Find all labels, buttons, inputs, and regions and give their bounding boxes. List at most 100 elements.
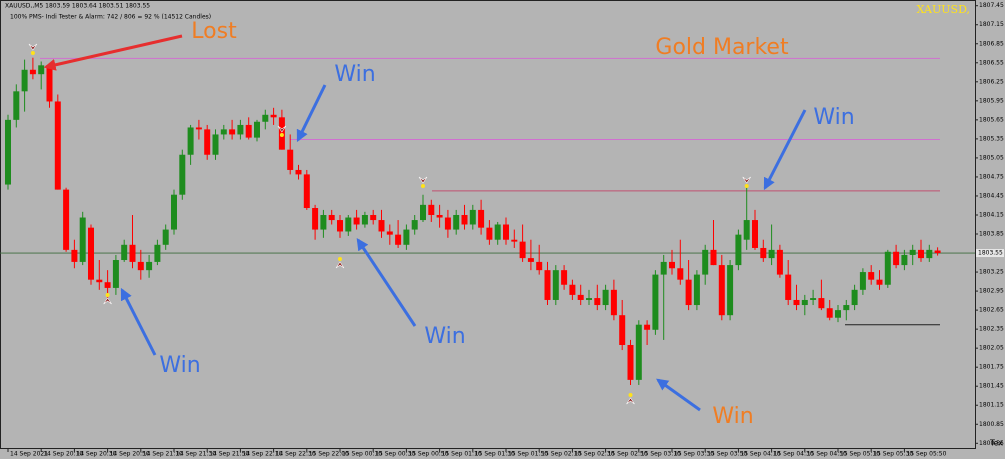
candle-body [403,229,410,245]
signal-icon [28,43,38,51]
candle-body [21,69,28,92]
candle-body [461,214,468,225]
candle-body [5,119,11,185]
candle-body [104,282,111,288]
candle-body [395,234,402,245]
y-tick-label: 1801.15 [979,402,1004,409]
candle-body [810,298,817,300]
candle-body [353,217,360,225]
candle-body [361,214,368,225]
candle-body [893,251,900,266]
candle-body [179,154,186,195]
candle-body [801,299,808,306]
candle-body [776,249,783,275]
candle-body [677,268,684,280]
candle-body [727,265,734,316]
candle-body [478,209,485,228]
x-tick-label: 15 Sep 00:30 [375,451,415,458]
y-tick-label: 1802.95 [979,288,1004,295]
signal-dot [744,184,749,188]
y-tick-label: 1802.65 [979,307,1004,314]
x-tick-label: 15 Sep 05:50 [906,451,946,458]
candle-body [594,298,601,306]
x-tick-label: 15 Sep 03:10 [641,451,681,458]
candle-body [735,234,742,266]
annotation-label: Win [159,353,200,378]
candle-body [527,258,534,262]
candle-body [337,220,343,232]
y-tick-label: 1804.15 [979,211,1004,218]
candle-body [411,220,418,230]
candle-body [835,310,841,318]
signal-dot [30,51,35,55]
x-tick-label: 14 Sep 22:10 [242,451,282,458]
signal-dot [628,393,633,397]
candle-body [220,129,227,135]
candle-body [436,214,443,218]
y-tick-label: 1801.45 [979,383,1004,390]
candle-body [511,239,518,242]
candle-body [743,220,750,240]
x-tick-label: 15 Sep 02:50 [608,451,648,458]
x-tick-label: 14 Sep 21:10 [143,451,183,458]
header: XAUUSD,,M5 1803.59 1803.64 1803.51 1803.… [5,3,150,10]
annotation-label: Win [424,324,465,349]
signal-dot [105,293,110,297]
y-tick-label: 1805.95 [979,97,1004,104]
annotation-label: Lost [191,19,237,44]
candle-body [96,279,103,283]
candle-body [644,324,651,330]
annotation-label: Win [334,62,375,87]
candle-body [619,315,626,345]
candle-body [660,261,667,275]
candle-body [328,214,335,221]
candle-body [345,217,352,232]
y-tick-label: 1802.35 [979,326,1004,333]
x-tick-label: 15 Sep 01:10 [442,451,482,458]
candle-body [38,65,45,75]
candle-body [710,249,717,266]
plot-frame [0,0,976,449]
candle-body [270,114,277,118]
candle-body [669,261,675,269]
candle-body [79,217,86,262]
x-tick-label: 14 Sep 20:50 [110,451,150,458]
corner-text: Tex [989,439,1003,448]
candle-body [254,121,260,138]
candle-body [303,174,310,209]
candle-body [212,134,219,155]
candle-body [29,69,36,75]
candle-body [237,124,244,135]
candle-body [46,65,53,102]
x-tick-label: 15 Sep 03:30 [674,451,714,458]
x-tick-label: 14 Sep 21:30 [176,451,216,458]
candle-body [129,244,136,262]
y-tick-label: 1805.65 [979,116,1004,123]
candle-body [171,194,177,230]
annotation-arrow [120,287,157,356]
annotation-arrow [296,84,327,143]
x-tick-label: 15 Sep 01:50 [508,451,548,458]
candle-body [370,214,377,221]
candle-body [552,270,559,300]
candle-body [851,289,858,306]
x-tick-label: 15 Sep 04:10 [740,451,780,458]
candle-body [287,149,294,170]
candle-body [752,220,758,248]
candle-body [826,308,833,318]
y-tick-label: 1804.75 [979,173,1004,180]
y-tick-label: 1805.35 [979,135,1004,142]
candle-body [909,249,916,255]
signal-icon [335,261,345,269]
candle-body [63,189,70,250]
x-tick-label: 15 Sep 02:10 [541,451,581,458]
candle-body [378,220,385,232]
candle-body [602,289,609,306]
y-tick-label: 1802.05 [979,345,1004,352]
candle-body [901,254,908,266]
candle-body [768,249,775,259]
signal-icon [277,125,287,133]
candle-body [569,284,576,295]
y-tick-label: 1803.25 [979,269,1004,276]
x-tick-label: 14 Sep 22:30 [276,451,316,458]
